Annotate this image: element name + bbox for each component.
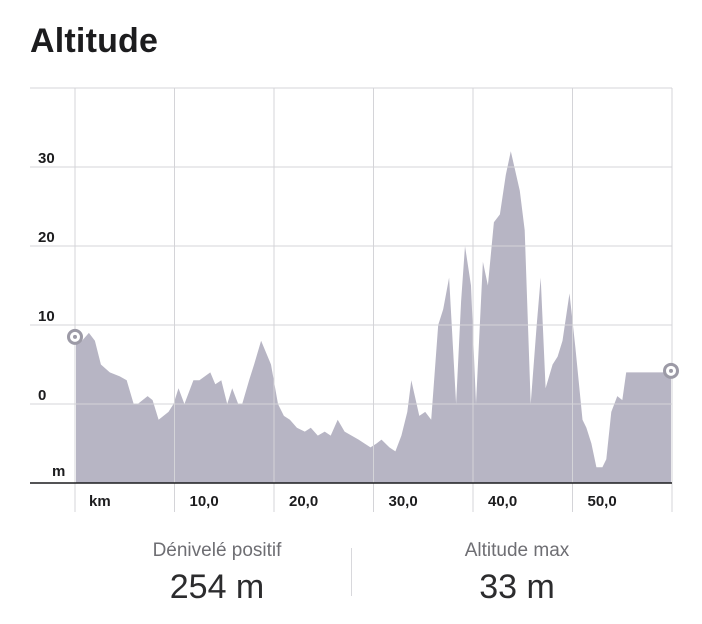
x-tick-label-40: 40,0	[488, 493, 517, 510]
y-axis-unit: m	[52, 463, 65, 480]
x-tick-label-30: 30,0	[389, 493, 418, 510]
start-point-marker-dot	[73, 334, 77, 339]
end-point-marker-dot	[669, 368, 674, 373]
stat-elevation-gain-label: Dénivelé positif	[152, 540, 282, 561]
x-tick-label-10: 10,0	[190, 493, 219, 510]
page-title: Altitude	[30, 22, 159, 60]
stat-max-altitude-label: Altitude max	[464, 540, 570, 561]
altitude-chart: 0 10 20 30 m km 10,0 20,0 30,0 40,0 50,0	[30, 87, 680, 512]
y-tick-label-30: 30	[38, 150, 55, 167]
y-tick-label-0: 0	[38, 387, 46, 404]
stats-divider	[351, 548, 352, 596]
x-tick-label-20: 20,0	[289, 493, 318, 510]
y-tick-label-20: 20	[38, 229, 55, 246]
altitude-area	[76, 151, 671, 483]
x-axis-unit: km	[89, 493, 111, 510]
stat-max-altitude-value: 33 m	[479, 568, 555, 606]
stat-elevation-gain-value: 254 m	[169, 568, 265, 606]
stat-max-altitude: Altitude max 33 m	[386, 540, 648, 607]
x-tick-label-50: 50,0	[588, 493, 617, 510]
y-tick-label-10: 10	[38, 308, 55, 325]
stat-elevation-gain: Dénivelé positif 254 m	[86, 540, 348, 607]
